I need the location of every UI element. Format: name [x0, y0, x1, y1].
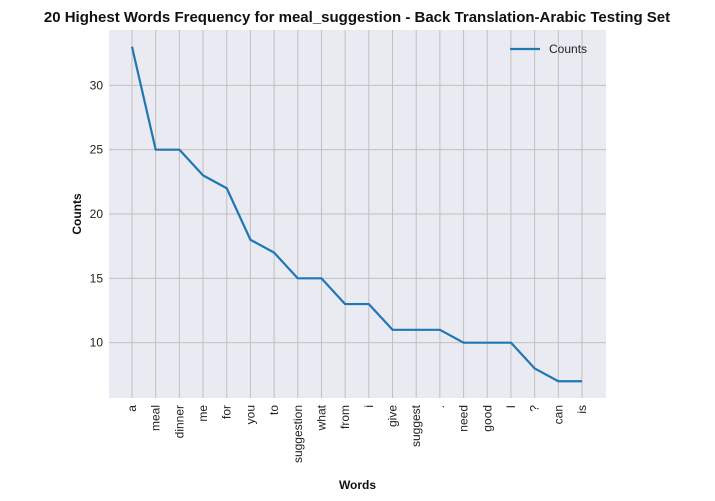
x-axis-label: Words — [339, 478, 376, 492]
y-tick-label: 15 — [90, 271, 104, 285]
x-tick-label: for — [220, 405, 234, 419]
x-tick-label: meal — [149, 405, 163, 431]
x-tick-label: me — [196, 405, 210, 422]
x-tick-label: suggest — [409, 404, 423, 447]
x-tick-label: i — [362, 405, 376, 408]
x-tick-label: good — [480, 405, 494, 432]
y-tick-label: 20 — [90, 207, 104, 221]
y-tick-label: 10 — [90, 336, 104, 350]
x-tick-label: to — [267, 405, 281, 415]
x-tick-label: ? — [528, 405, 542, 412]
x-tick-label: I — [504, 405, 518, 408]
x-tick-label: a — [125, 405, 139, 412]
x-tick-label: dinner — [172, 405, 186, 438]
y-tick-label: 25 — [90, 143, 104, 157]
y-tick-label: 30 — [90, 78, 104, 92]
x-tick-label: from — [338, 405, 352, 429]
x-tick-labels: a meal dinner me for you to suggestion what from i… — [125, 404, 589, 463]
x-tick-label: need — [457, 405, 471, 432]
x-tick-label: give — [386, 405, 400, 427]
legend: Counts — [510, 42, 587, 56]
x-tick-label: suggestion — [291, 405, 305, 463]
x-tick-label: what — [314, 404, 328, 431]
y-tick-labels: 10 15 20 25 30 — [90, 78, 104, 349]
y-axis-label: Counts — [70, 193, 84, 235]
x-tick-label: . — [433, 405, 447, 408]
x-tick-label: is — [575, 405, 589, 414]
legend-label-counts: Counts — [549, 42, 587, 56]
gridlines — [109, 30, 606, 398]
x-tick-label: you — [243, 405, 257, 424]
x-tick-label: can — [551, 405, 565, 424]
chart-title: 20 Highest Words Frequency for meal_sugg… — [44, 9, 670, 26]
series-line-counts — [130, 46, 582, 383]
